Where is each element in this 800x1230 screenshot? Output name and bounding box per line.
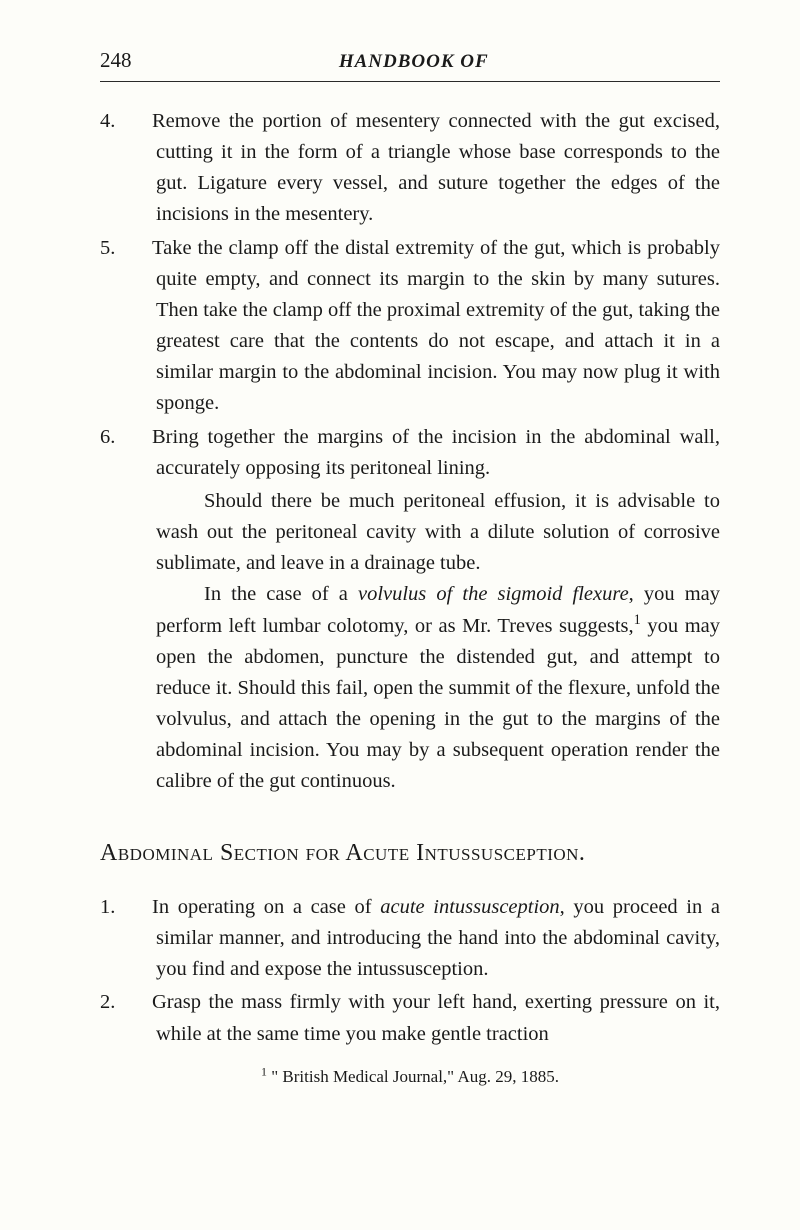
paragraph-1: Should there be much peritoneal effusion… bbox=[100, 486, 720, 579]
list-item-4: 4.Remove the portion of mesentery connec… bbox=[100, 106, 720, 231]
item6-num: 6. bbox=[128, 422, 152, 453]
list-item-6: 6.Bring together the margins of the inci… bbox=[100, 422, 720, 484]
item4-num: 4. bbox=[128, 106, 152, 137]
page-header: 248 HANDBOOK OF bbox=[100, 48, 720, 82]
page-number: 248 bbox=[100, 48, 132, 73]
item6-text: Bring together the margins of the incisi… bbox=[152, 426, 720, 479]
item4-line: 4.Remove the portion of mesentery connec… bbox=[100, 106, 720, 231]
section-title: Abdominal Section for Acute Intussuscept… bbox=[100, 835, 720, 871]
s-item2-num: 2. bbox=[128, 987, 152, 1018]
para2-a: In the case of a bbox=[204, 583, 358, 605]
s-item1-num: 1. bbox=[128, 892, 152, 923]
s-item1-line: 1.In operating on a case of acute intuss… bbox=[100, 892, 720, 985]
footnote: 1 " British Medical Journal," Aug. 29, 1… bbox=[100, 1064, 720, 1090]
page: 248 HANDBOOK OF 4.Remove the portion of … bbox=[0, 0, 800, 1230]
footnote-text: " British Medical Journal," Aug. 29, 188… bbox=[267, 1067, 559, 1086]
s-item1-italic: acute intussusception bbox=[380, 896, 559, 918]
running-title: HANDBOOK OF bbox=[339, 51, 489, 73]
list-item-s2: 2.Grasp the mass firmly with your left h… bbox=[100, 987, 720, 1049]
item5-text: Take the clamp off the distal extremity … bbox=[152, 237, 720, 415]
para2-c: you may open the abdomen, puncture the d… bbox=[156, 615, 720, 793]
item4-text: Remove the portion of mesentery connecte… bbox=[152, 110, 720, 225]
list-item-5: 5.Take the clamp off the distal extremit… bbox=[100, 233, 720, 420]
s-item2-text: Grasp the mass firmly with your left han… bbox=[152, 991, 720, 1044]
s-item2-line: 2.Grasp the mass firmly with your left h… bbox=[100, 987, 720, 1049]
para2-sup: 1 bbox=[634, 612, 641, 628]
paragraph-2: In the case of a volvulus of the sigmoid… bbox=[100, 579, 720, 797]
para2-italic: volvulus of the sigmoid flexure bbox=[358, 583, 629, 605]
s-item1-a: In operating on a case of bbox=[152, 896, 380, 918]
item5-num: 5. bbox=[128, 233, 152, 264]
list-item-s1: 1.In operating on a case of acute intuss… bbox=[100, 892, 720, 985]
item5-line: 5.Take the clamp off the distal extremit… bbox=[100, 233, 720, 420]
item6-line: 6.Bring together the margins of the inci… bbox=[100, 422, 720, 484]
body-text: 4.Remove the portion of mesentery connec… bbox=[100, 106, 720, 1090]
